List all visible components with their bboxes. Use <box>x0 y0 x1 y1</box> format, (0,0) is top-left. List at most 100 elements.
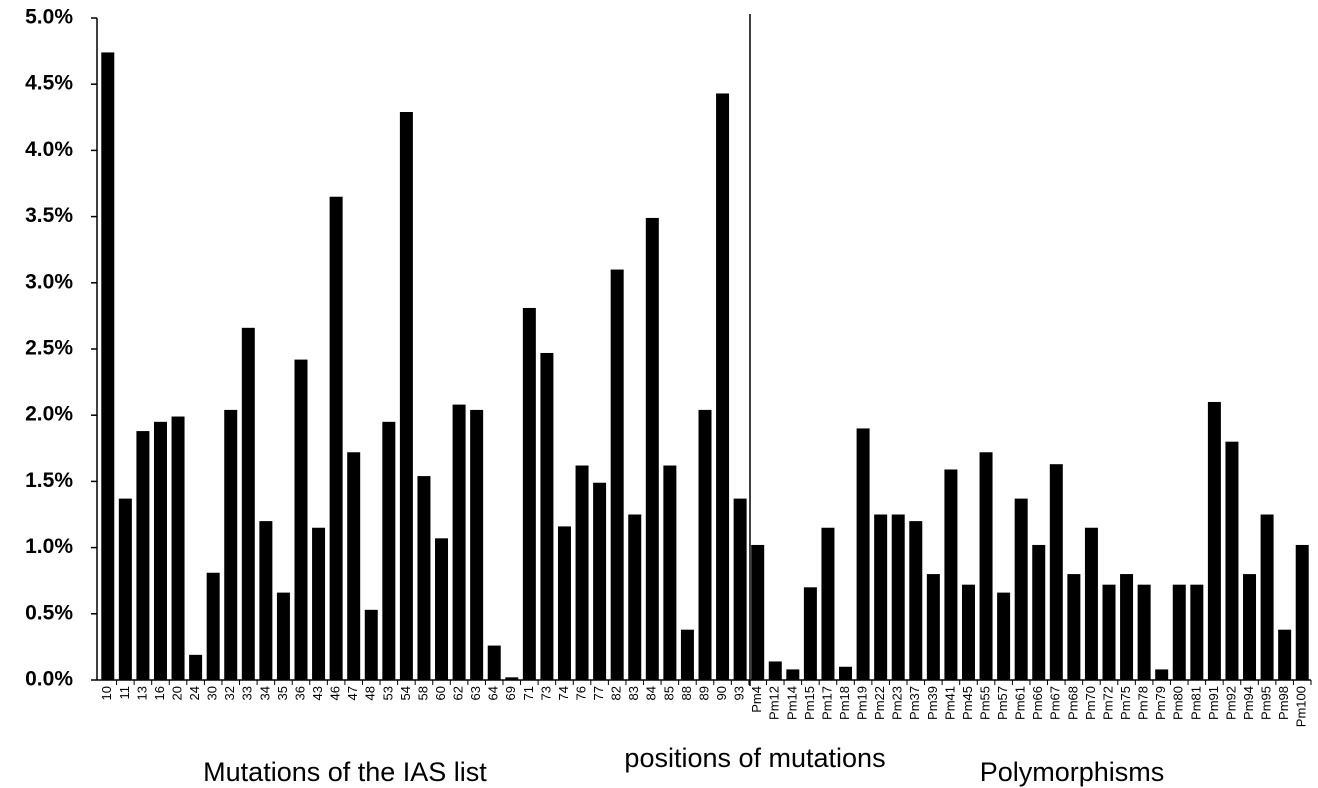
x-tick-label: 76 <box>573 686 588 700</box>
bar <box>382 421 396 680</box>
x-tick-label: 69 <box>503 686 518 700</box>
x-tick-label: Pm18 <box>837 686 852 720</box>
y-tick-label: 3.5% <box>25 204 73 227</box>
bar <box>803 587 817 680</box>
bar <box>276 592 290 680</box>
x-tick-label: 24 <box>187 686 202 700</box>
y-tick-label: 0.5% <box>25 601 73 624</box>
bar <box>417 476 431 680</box>
bar <box>680 629 694 680</box>
bar <box>786 669 800 680</box>
x-tick-label: 48 <box>363 686 378 700</box>
x-tick-label: Pm23 <box>890 686 905 720</box>
y-tick-label: 2.0% <box>25 403 73 426</box>
bar <box>224 409 238 680</box>
y-tick-label: 2.5% <box>25 337 73 360</box>
bar <box>1014 498 1028 680</box>
bar <box>944 469 958 680</box>
x-tick-label: 35 <box>275 686 290 700</box>
bar <box>505 677 519 680</box>
bar <box>364 609 378 680</box>
x-tick-label: 43 <box>310 686 325 700</box>
x-tick-label: 62 <box>451 686 466 700</box>
x-tick-label: 82 <box>609 686 624 700</box>
x-tick-label: Pm78 <box>1136 686 1151 720</box>
x-tick-label: Pm79 <box>1153 686 1168 720</box>
x-tick-label: Pm61 <box>1013 686 1028 720</box>
x-tick-label: 10 <box>99 686 114 700</box>
x-tick-label: Pm75 <box>1118 686 1133 720</box>
x-tick-label: 36 <box>292 686 307 700</box>
bar <box>136 431 150 680</box>
bar <box>312 527 326 680</box>
bar <box>733 498 747 680</box>
bar <box>329 196 343 681</box>
x-tick-label: Pm92 <box>1223 686 1238 720</box>
x-tick-label: Pm98 <box>1276 686 1291 720</box>
bar <box>1243 574 1257 680</box>
y-tick-label: 0.0% <box>25 668 73 691</box>
bar <box>540 352 554 680</box>
x-tick-label: 53 <box>380 686 395 700</box>
bar <box>452 404 466 680</box>
x-tick-label: 83 <box>626 686 641 700</box>
bar <box>716 93 730 680</box>
bar <box>487 645 501 680</box>
bar <box>856 428 870 680</box>
bar <box>909 521 923 680</box>
x-tick-label: Pm66 <box>1030 686 1045 720</box>
bar <box>645 217 659 680</box>
bar <box>751 544 765 680</box>
bar <box>575 465 589 680</box>
x-tick-label: 84 <box>644 686 659 700</box>
x-tick-label: 16 <box>152 686 167 700</box>
y-tick-label: 1.0% <box>25 535 73 558</box>
x-tick-label: 60 <box>433 686 448 700</box>
x-tick-label: Pm14 <box>784 686 799 720</box>
bar <box>1067 574 1081 680</box>
bar <box>874 514 888 680</box>
bar <box>557 526 571 680</box>
x-tick-label: Pm19 <box>855 686 870 720</box>
bar <box>1278 629 1292 680</box>
bar <box>1137 584 1151 680</box>
x-tick-label: 88 <box>679 686 694 700</box>
bar <box>891 514 905 680</box>
bar <box>1120 574 1134 680</box>
bar <box>1225 441 1239 680</box>
x-tick-label: Pm15 <box>802 686 817 720</box>
x-tick-label: 11 <box>117 686 132 700</box>
y-tick-label: 4.0% <box>25 138 73 161</box>
x-tick-label: 34 <box>257 686 272 700</box>
x-tick-label: Pm55 <box>977 686 992 720</box>
bar <box>1190 584 1204 680</box>
x-tick-label: Pm91 <box>1206 686 1221 720</box>
bar <box>206 572 220 680</box>
x-tick-label: 47 <box>345 686 360 700</box>
bar <box>118 498 132 680</box>
x-tick-label: Pm39 <box>925 686 940 720</box>
x-tick-label: 30 <box>205 686 220 700</box>
bar <box>101 52 115 680</box>
x-tick-label: 93 <box>732 686 747 700</box>
x-tick-label: 63 <box>468 686 483 700</box>
x-tick-label: Pm41 <box>942 686 957 720</box>
x-tick-label: Pm12 <box>767 686 782 720</box>
x-tick-label: Pm17 <box>819 686 834 720</box>
bar <box>522 307 536 680</box>
bar <box>628 514 642 680</box>
bar <box>347 452 361 680</box>
bar <box>997 592 1011 680</box>
bar <box>926 574 940 680</box>
x-tick-label: 77 <box>591 686 606 700</box>
bar <box>593 482 607 680</box>
x-tick-label: 74 <box>556 686 571 700</box>
bar <box>1155 669 1169 680</box>
x-tick-label: 32 <box>222 686 237 700</box>
x-tick-label: Pm81 <box>1188 686 1203 720</box>
bar <box>153 421 167 680</box>
x-tick-label: Pm70 <box>1083 686 1098 720</box>
bar <box>1102 584 1116 680</box>
bar <box>241 327 255 680</box>
